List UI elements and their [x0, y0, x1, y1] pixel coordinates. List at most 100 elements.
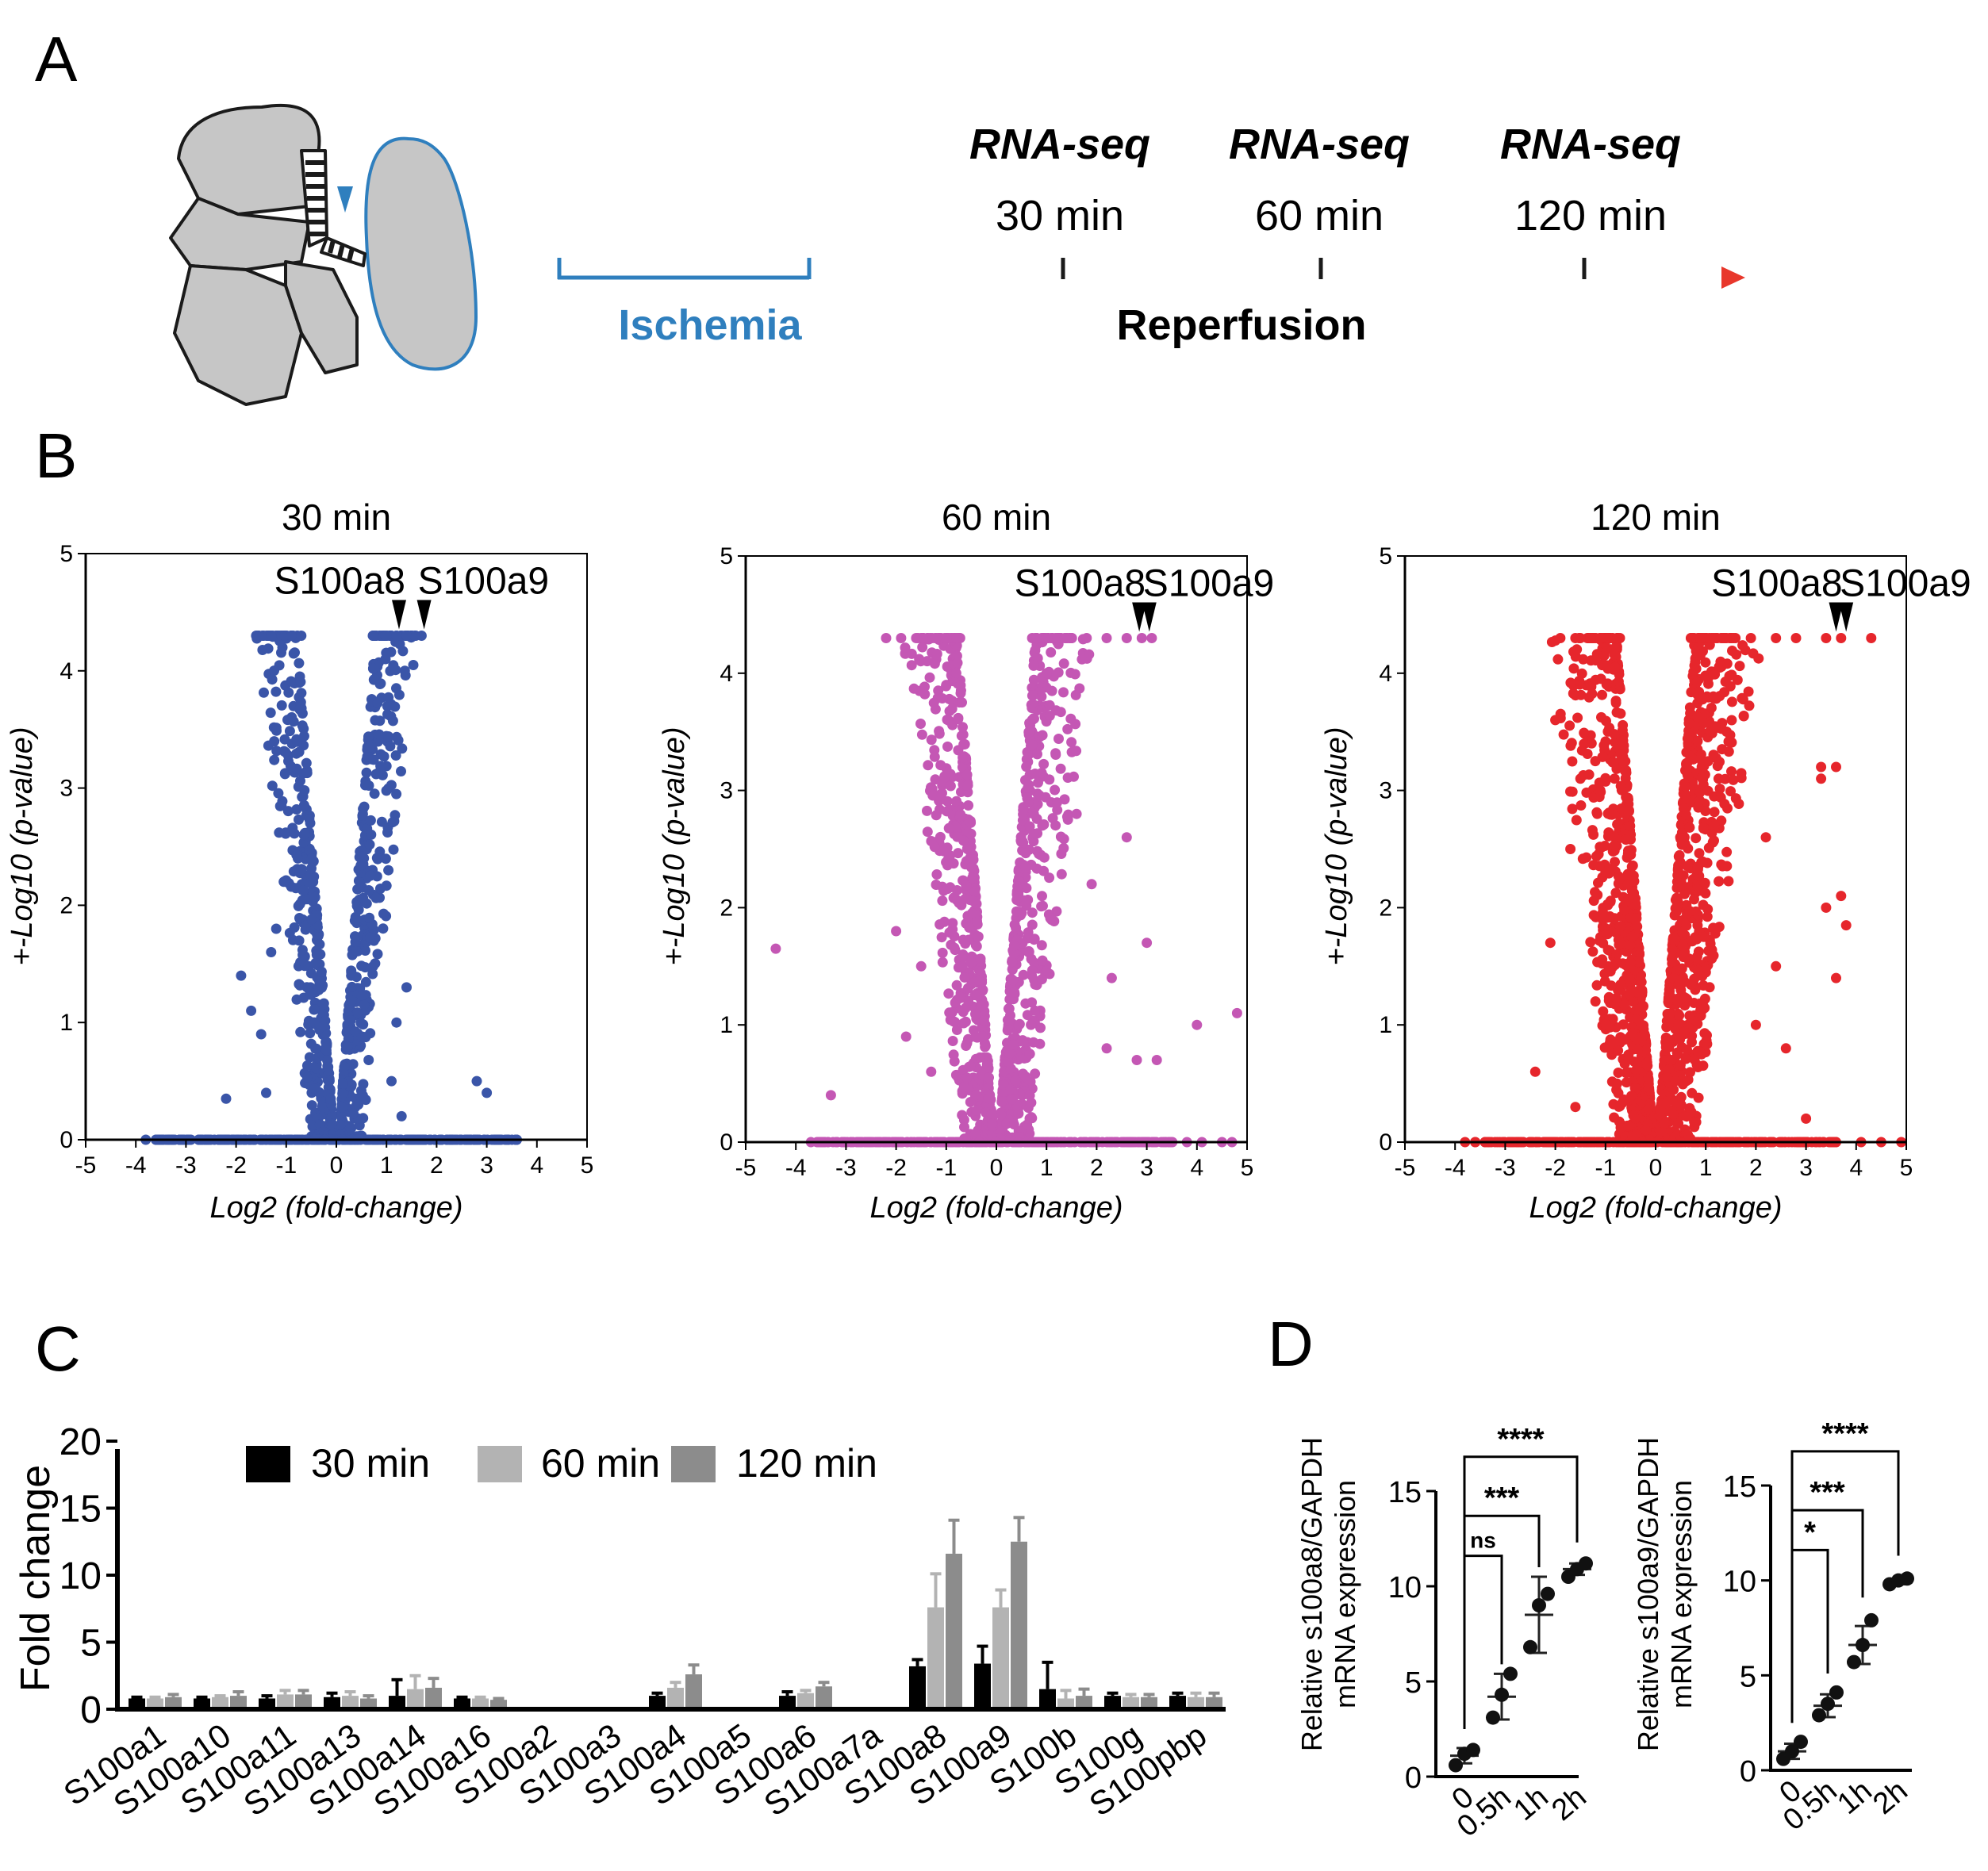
volcano-point [965, 1060, 976, 1072]
volcano-point [1668, 933, 1679, 943]
volcano-point [301, 1060, 313, 1071]
volcano-point [1008, 940, 1019, 951]
volcano-point [1026, 1019, 1037, 1030]
volcano-outlier-point [1545, 937, 1556, 949]
volcano-point [1620, 773, 1631, 784]
volcano-xtick-label: -2 [1545, 1155, 1566, 1181]
significance-label: ns [1470, 1528, 1496, 1553]
volcano-point [1546, 637, 1557, 647]
volcano-point [1670, 1097, 1681, 1108]
volcano-point [1706, 703, 1717, 713]
volcano-point [919, 681, 930, 692]
volcano-ytick-label: 2 [59, 892, 73, 918]
volcano-point [1694, 650, 1706, 661]
volcano-point [1581, 852, 1592, 863]
volcano-point [1050, 784, 1061, 796]
volcano-point [900, 642, 911, 654]
volcano-point [1723, 746, 1734, 757]
qpcr-ylabel1-s100a8: Relative s100a8/GAPDH [1295, 1437, 1328, 1751]
qpcr-axes-s100a8 [1434, 1491, 1579, 1778]
volcano-point [352, 1007, 363, 1018]
volcano-point [1030, 1068, 1041, 1079]
volcano-point [953, 712, 964, 723]
volcano-point [1565, 786, 1575, 797]
bar-ylabel: Fold change [13, 1465, 59, 1692]
volcano-point [922, 805, 932, 816]
volcano-point [1031, 633, 1042, 643]
volcano-point [317, 999, 328, 1010]
volcano-point [372, 949, 383, 960]
volcano-point [1641, 1125, 1652, 1136]
volcano-point [1625, 848, 1636, 859]
volcano-point [309, 1083, 320, 1094]
volcano-outlier-point [1131, 1055, 1142, 1065]
volcano-point [1053, 734, 1064, 744]
volcano-point [285, 761, 296, 772]
volcano-point [951, 633, 962, 643]
volcano-point [1552, 654, 1564, 665]
replicate-point [1900, 1571, 1914, 1586]
volcano-point [305, 1028, 316, 1039]
bar-s100a13-60min [342, 1696, 359, 1709]
volcano-point [1056, 868, 1067, 880]
volcano-point [366, 829, 377, 840]
replicate-point [1829, 1685, 1844, 1700]
bar-s100a16-120min [490, 1700, 507, 1709]
volcano-point [1008, 948, 1019, 958]
volcano-point [958, 751, 969, 762]
volcano-point [1022, 1010, 1033, 1021]
volcano-point [1705, 726, 1715, 737]
volcano-xtick-label: 1 [380, 1152, 393, 1179]
volcano-outlier-point [900, 1031, 911, 1042]
volcano-point [396, 766, 406, 776]
volcano-point [369, 631, 379, 641]
volcano-point [381, 785, 392, 796]
volcano-point [1582, 749, 1593, 759]
volcano-outlier-point [381, 631, 392, 641]
volcano-outlier-point [1231, 1007, 1242, 1018]
volcano-point [908, 683, 919, 694]
volcano-point [1691, 833, 1702, 844]
bar-ytick-label: 0 [80, 1689, 102, 1731]
volcano-point [942, 884, 953, 895]
volcano-point [1018, 969, 1029, 980]
volcano-outlier-point [1575, 773, 1586, 784]
volcano-point [316, 966, 327, 977]
volcano-point [1697, 693, 1708, 704]
volcano-point [1617, 1098, 1628, 1108]
volcano-point [1585, 937, 1596, 948]
volcano-xlabel-60min: Log2 (fold-change) [870, 1191, 1123, 1225]
volcano-point [958, 1114, 969, 1125]
volcano-point [1672, 870, 1683, 880]
volcano-point [946, 696, 958, 707]
volcano-point [364, 932, 375, 943]
volcano-outlier-point [950, 668, 961, 679]
volcano-point [971, 990, 982, 1001]
volcano-point [1664, 988, 1675, 999]
volcano-point [385, 741, 396, 752]
volcano-point [1027, 919, 1038, 930]
volcano-point [1053, 667, 1064, 678]
volcano-point [1019, 861, 1030, 872]
volcano-point [355, 1018, 367, 1029]
annotation-arrow-icon [392, 600, 406, 630]
volcano-point [1619, 904, 1630, 915]
bar-s100a11-30min [259, 1698, 275, 1709]
volcano-xtick-label: 4 [1849, 1155, 1863, 1181]
volcano-point [271, 746, 282, 757]
bar-s100a13-120min [360, 1698, 377, 1709]
volcano-point [1717, 861, 1728, 872]
volcano-point [1628, 1110, 1639, 1121]
volcano-point [969, 886, 981, 897]
comparison-bracket [1790, 1548, 1829, 1723]
volcano-point [1633, 956, 1645, 966]
volcano-point [359, 999, 370, 1010]
volcano-xtick-label: 1 [1699, 1155, 1713, 1181]
volcano-point [1680, 789, 1691, 800]
volcano-point [1593, 877, 1603, 888]
volcano-outlier-point [1801, 1113, 1812, 1124]
volcano-point [383, 692, 394, 703]
volcano-axes-120min [1403, 556, 1906, 1144]
volcano-point [936, 932, 947, 943]
bar-s100a1-60min [147, 1698, 163, 1709]
